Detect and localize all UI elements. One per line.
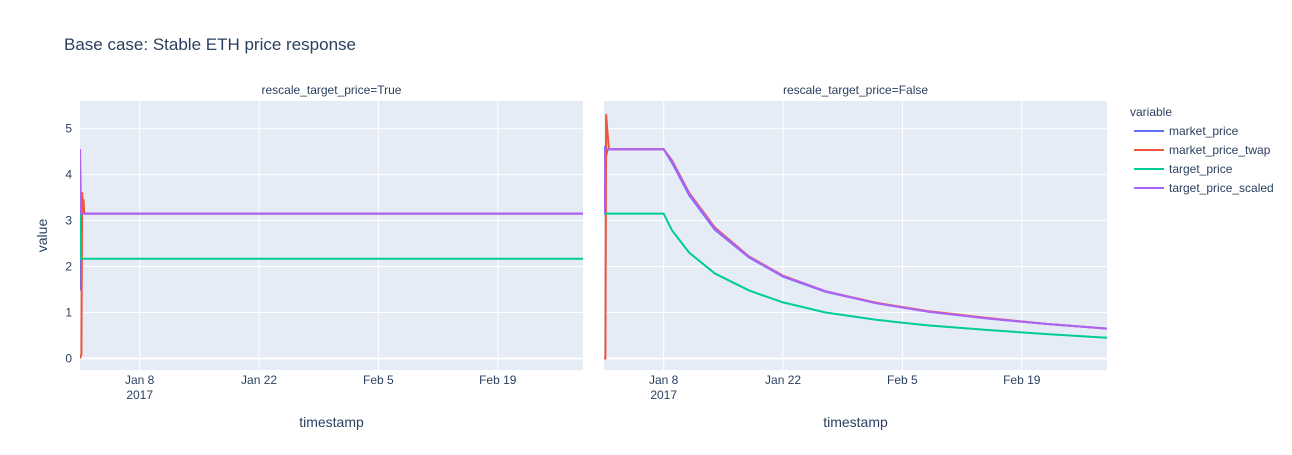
legend-label: market_price_twap [1169,143,1271,157]
x-tick-label: Jan 22 [241,373,277,387]
series-line-target-price-scaled [80,149,583,215]
legend-label: market_price [1169,124,1239,138]
legend[interactable]: variable market_price market_price_twapta… [1130,105,1274,195]
legend-label: target_price [1169,162,1233,176]
legend-item-market-price-twap[interactable]: market_price_twap [1134,143,1271,157]
chart-title: Base case: Stable ETH price response [64,35,356,54]
y-axis-title: value [34,219,50,253]
x-tick-label: Feb 19 [1003,373,1041,387]
x-tick-label: Jan 8 [649,373,679,387]
x-axis-title: timestamp [823,414,888,430]
x-tick-label: Feb 5 [887,373,918,387]
x-tick-label: Jan 22 [765,373,801,387]
y-tick-label: 0 [65,352,72,366]
y-tick-label: 4 [65,168,72,182]
series-line-target-price-scaled [604,148,1107,330]
plot-area [604,101,1107,370]
facet-panel-1: rescale_target_price=True 0 1 2 3 4 5 Jan 82017… [34,83,583,430]
plot-area [80,101,583,370]
facet-title: rescale_target_price=True [262,83,402,97]
x-axis-title: timestamp [299,414,364,430]
series-line-target-price [604,212,1107,339]
legend-title: variable [1130,105,1172,119]
legend-item-target-price-scaled[interactable]: target_price_scaled [1134,181,1274,195]
x-tick-label: Feb 19 [479,373,517,387]
legend-items: market_price market_price_twap target_pric… [1134,124,1274,195]
x-tick-sublabel: 2017 [650,388,677,402]
y-tick-label: 1 [65,306,72,320]
y-tick-label: 2 [65,260,72,274]
legend-item-market-price[interactable]: market_price [1134,124,1239,138]
facet-title: rescale_target_price=False [783,83,928,97]
y-tick-label: 5 [65,122,72,136]
x-tick-label: Jan 8 [125,373,155,387]
x-tick-sublabel: 2017 [126,388,153,402]
legend-item-target-price[interactable]: target_price [1134,162,1233,176]
legend-label: target_price_scaled [1169,181,1274,195]
series-line-target-price [80,213,583,260]
y-tick-label: 3 [65,214,72,228]
x-tick-label: Feb 5 [363,373,394,387]
